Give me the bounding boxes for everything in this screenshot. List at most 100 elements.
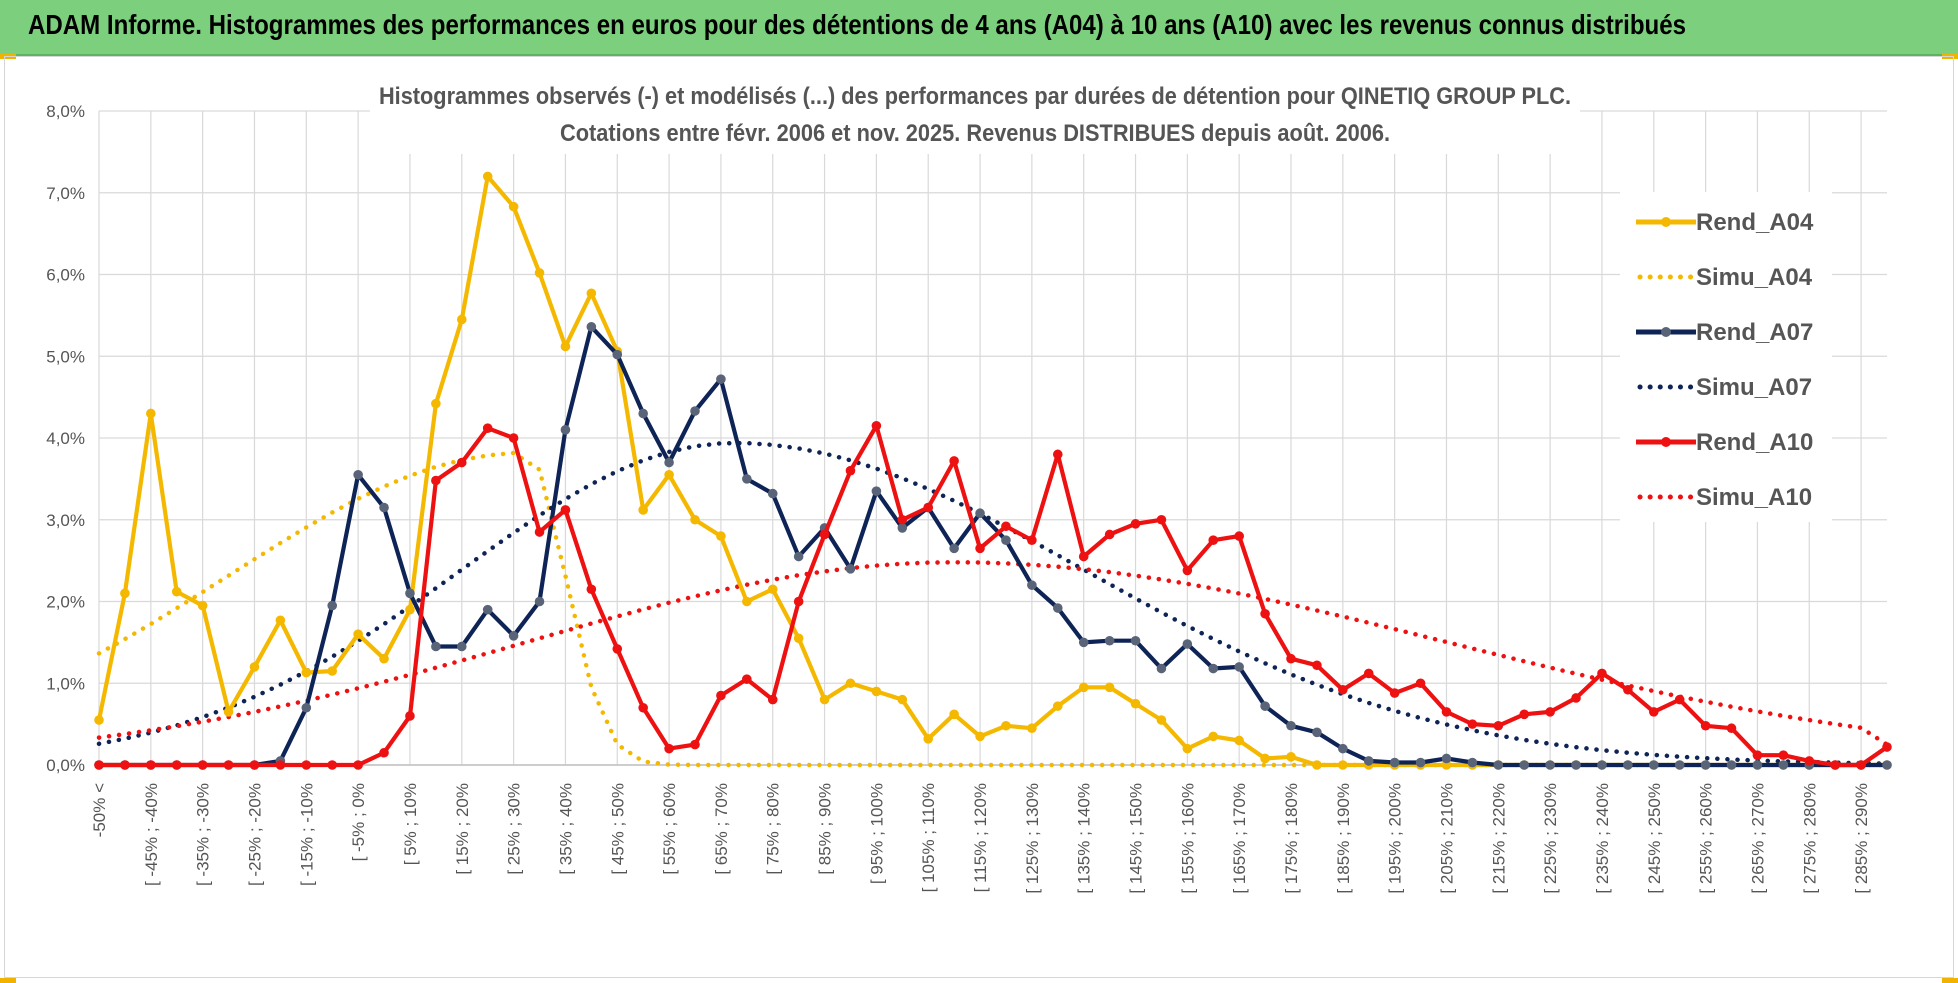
x-tick-label: [ 215% ; 220% bbox=[1489, 783, 1508, 894]
series-rend-a07 bbox=[99, 324, 1887, 768]
point-rend-a04 bbox=[482, 171, 493, 182]
point-rend-a10 bbox=[819, 529, 830, 540]
legend-marker-rend-a10 bbox=[1661, 437, 1671, 447]
point-rend-a10 bbox=[1752, 750, 1763, 760]
x-tick-label: [ 285% ; 290% bbox=[1852, 783, 1871, 894]
legend-background bbox=[1620, 192, 1832, 522]
point-rend-a10 bbox=[1441, 707, 1452, 717]
x-tick-label: [ 45% ; 50% bbox=[608, 783, 627, 875]
point-rend-a10 bbox=[975, 543, 985, 554]
legend-marker-rend-a07 bbox=[1661, 327, 1671, 337]
y-tick-label: 4,0% bbox=[46, 429, 85, 448]
point-rend-a10 bbox=[1208, 535, 1219, 545]
point-rend-a10 bbox=[845, 465, 856, 476]
point-rend-a07 bbox=[456, 641, 467, 652]
point-rend-a07 bbox=[1882, 760, 1892, 770]
point-rend-a10 bbox=[1338, 684, 1348, 695]
point-rend-a04 bbox=[664, 469, 674, 480]
point-rend-a07 bbox=[845, 564, 856, 574]
x-tick-label: [ -15% ; -10% bbox=[297, 783, 316, 886]
point-rend-a07 bbox=[1260, 701, 1270, 711]
point-rend-a04 bbox=[327, 666, 338, 676]
corner-mark-bottom-left bbox=[0, 978, 16, 983]
legend-label-simu-a04: Simu_A04 bbox=[1696, 264, 1813, 291]
point-rend-a10 bbox=[1597, 668, 1607, 679]
point-rend-a07 bbox=[1078, 637, 1089, 648]
point-rend-a07 bbox=[1363, 756, 1374, 766]
point-rend-a04 bbox=[1234, 735, 1244, 746]
x-tick-label: [ 15% ; 20% bbox=[453, 783, 472, 875]
point-rend-a07 bbox=[1052, 603, 1063, 613]
point-rend-a10 bbox=[1130, 519, 1141, 529]
point-rend-a07 bbox=[1104, 635, 1115, 646]
point-rend-a10 bbox=[1623, 684, 1633, 695]
point-rend-a04 bbox=[1027, 723, 1037, 734]
x-tick-label: [ 255% ; 260% bbox=[1697, 783, 1716, 894]
point-rend-a10 bbox=[638, 702, 648, 713]
point-rend-a10 bbox=[1182, 565, 1193, 576]
point-rend-a04 bbox=[1130, 698, 1141, 709]
point-rend-a07 bbox=[1130, 635, 1141, 646]
point-rend-a10 bbox=[1027, 535, 1037, 545]
y-tick-label: 7,0% bbox=[46, 184, 85, 203]
x-axis-ticks: -50% < [ -45% ; -40% [ -35% ; -30% [ -25% ;… bbox=[90, 783, 1871, 894]
point-rend-a04 bbox=[1156, 715, 1167, 725]
point-rend-a07 bbox=[1234, 662, 1244, 672]
point-rend-a10 bbox=[223, 760, 234, 770]
point-rend-a10 bbox=[482, 423, 493, 433]
x-tick-label: [ 195% ; 200% bbox=[1386, 783, 1405, 894]
legend-label-rend-a10: Rend_A10 bbox=[1696, 429, 1813, 456]
point-rend-a04 bbox=[1052, 701, 1063, 711]
point-rend-a10 bbox=[1493, 720, 1504, 731]
point-rend-a10 bbox=[1804, 756, 1815, 766]
point-rend-a04 bbox=[94, 715, 104, 725]
point-rend-a10 bbox=[716, 690, 726, 701]
x-tick-label: [ 25% ; 30% bbox=[505, 783, 524, 875]
series-simu-a04 bbox=[96, 450, 1890, 768]
point-rend-a04 bbox=[379, 653, 389, 664]
chart-frame bbox=[4, 56, 1954, 978]
x-tick-label: [ 225% ; 230% bbox=[1541, 783, 1560, 894]
x-tick-label: [ -25% ; -20% bbox=[245, 783, 264, 886]
point-rend-a07 bbox=[664, 457, 674, 468]
point-rend-a10 bbox=[1078, 551, 1089, 562]
point-rend-a10 bbox=[1700, 720, 1711, 731]
gridlines bbox=[98, 110, 1887, 766]
point-rend-a07 bbox=[1415, 757, 1426, 768]
point-rend-a07 bbox=[975, 508, 985, 519]
point-rend-a10 bbox=[146, 760, 156, 770]
point-rend-a10 bbox=[327, 760, 338, 770]
x-tick-label: [ 125% ; 130% bbox=[1023, 783, 1042, 894]
point-rend-a04 bbox=[1001, 720, 1011, 731]
report-title: ADAM Informe. Histogrammes des performan… bbox=[28, 9, 1687, 40]
point-rend-a04 bbox=[742, 596, 752, 607]
point-rend-a04 bbox=[949, 709, 959, 720]
y-tick-label: 8,0% bbox=[46, 102, 85, 121]
point-rend-a07 bbox=[1519, 760, 1530, 770]
point-rend-a04 bbox=[431, 398, 441, 409]
point-rend-a07 bbox=[1597, 760, 1607, 770]
series-simu-a07 bbox=[96, 440, 1890, 766]
point-rend-a10 bbox=[1778, 750, 1789, 760]
chart-title-line-2: Cotations entre févr. 2006 et nov. 2025.… bbox=[560, 120, 1390, 147]
point-rend-a07 bbox=[431, 641, 441, 652]
point-rend-a10 bbox=[1674, 694, 1685, 705]
point-rend-a04 bbox=[819, 694, 830, 705]
y-tick-label: 3,0% bbox=[46, 511, 85, 530]
point-rend-a04 bbox=[223, 707, 234, 717]
point-rend-a04 bbox=[767, 584, 778, 595]
legend: Rend_A04 Simu_A04 Rend_A07 Simu_A07 Rend_A10… bbox=[1620, 192, 1832, 522]
point-rend-a04 bbox=[146, 408, 156, 419]
x-tick-label: [ 115% ; 120% bbox=[971, 783, 990, 892]
point-rend-a07 bbox=[638, 408, 648, 419]
point-rend-a04 bbox=[716, 531, 726, 541]
x-tick-label: [ 145% ; 150% bbox=[1127, 783, 1146, 894]
point-rend-a10 bbox=[249, 760, 260, 770]
x-tick-label: [ 85% ; 90% bbox=[816, 783, 835, 875]
chart-title-background bbox=[370, 76, 1580, 154]
point-rend-a10 bbox=[197, 760, 208, 770]
point-rend-a10 bbox=[923, 502, 934, 513]
point-rend-a04 bbox=[560, 341, 571, 352]
point-rend-a10 bbox=[897, 514, 908, 525]
